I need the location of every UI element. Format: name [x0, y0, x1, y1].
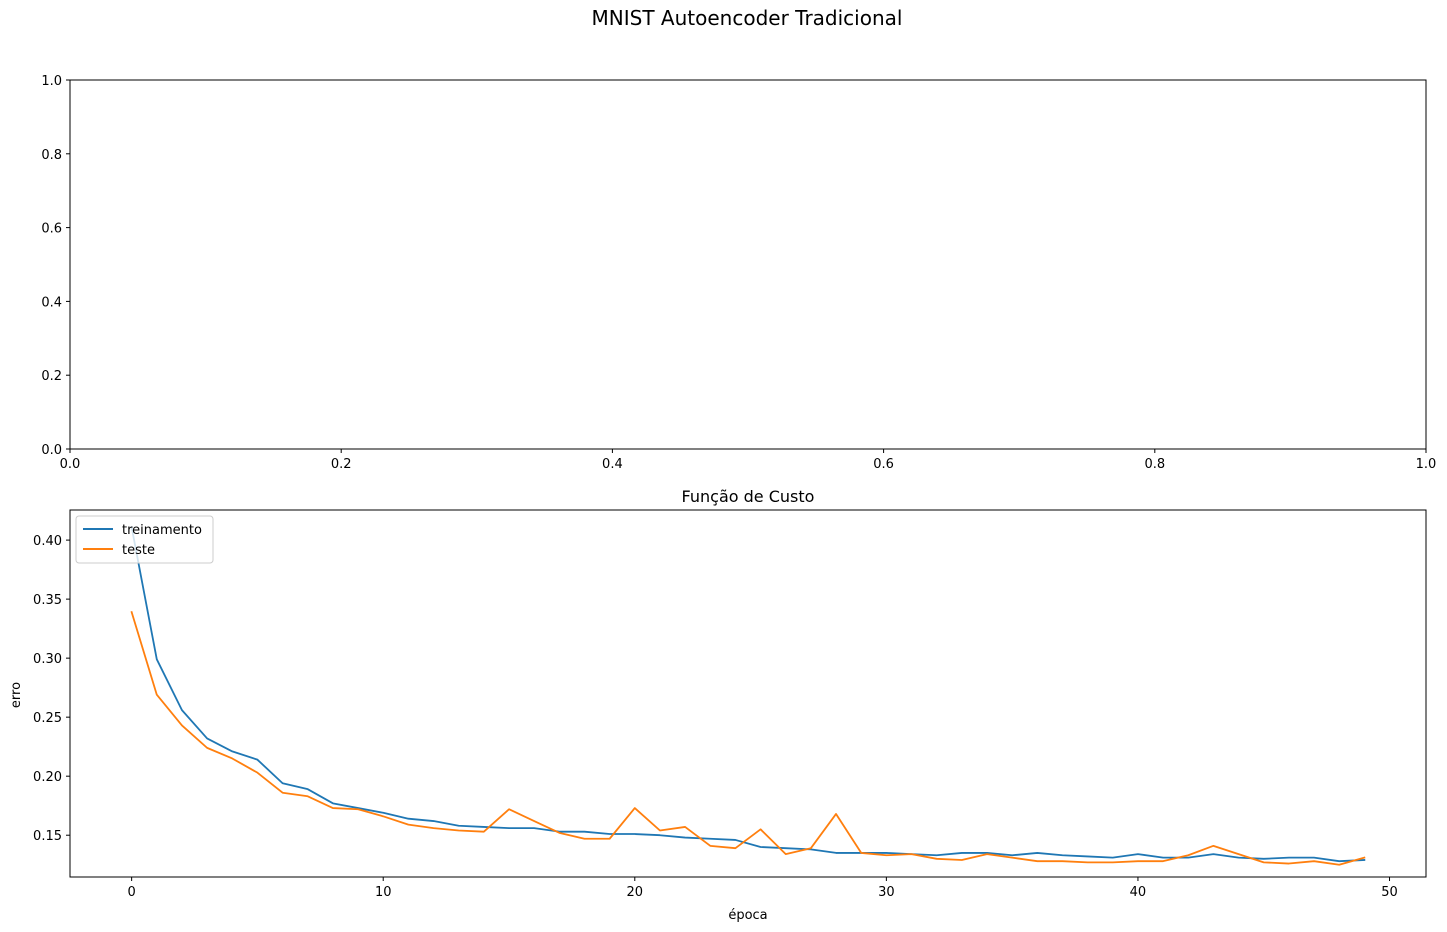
top-axes-y-ticks: 0.0 0.2 0.4 0.6 0.8 1.0 — [41, 74, 70, 458]
series-line-treinamento — [130, 526, 1366, 863]
y-tick-label: 0.40 — [33, 534, 62, 549]
x-tick-label: 40 — [1130, 885, 1147, 900]
loss-axes: Função de Custo 0 10 20 30 40 50 0.15 0.20 0.25… — [9, 487, 1427, 923]
y-tick-label: 1.0 — [41, 74, 62, 89]
loss-axes-y-ticks: 0.15 0.20 0.25 0.30 0.35 0.40 — [33, 534, 70, 844]
y-tick-label: 0.35 — [33, 593, 62, 608]
x-tick-label: 0.6 — [873, 457, 894, 472]
x-tick-label: 0.4 — [602, 457, 623, 472]
top-axes-x-ticks: 0.0 0.2 0.4 0.6 0.8 1.0 — [60, 449, 1437, 472]
y-tick-label: 0.15 — [33, 829, 62, 844]
loss-x-axis-label: época — [728, 908, 767, 923]
x-tick-label: 0.2 — [331, 457, 352, 472]
x-tick-label: 50 — [1381, 885, 1398, 900]
loss-chart-title: Função de Custo — [682, 487, 815, 506]
y-tick-label: 0.30 — [33, 652, 62, 667]
legend-box — [75, 515, 214, 564]
series-line-teste — [130, 610, 1366, 866]
x-tick-label: 0.8 — [1144, 457, 1165, 472]
loss-axes-x-ticks: 0 10 20 30 40 50 — [127, 877, 1398, 900]
y-tick-label: 0.0 — [41, 443, 62, 458]
y-tick-label: 0.4 — [41, 295, 62, 310]
top-axes-frame — [69, 79, 1427, 450]
y-tick-label: 0.8 — [41, 148, 62, 163]
loss-y-axis-label: erro — [9, 682, 24, 708]
loss-axes-frame — [69, 509, 1427, 878]
x-tick-label: 10 — [375, 885, 392, 900]
x-tick-label: 0 — [127, 885, 135, 900]
x-tick-label: 0.0 — [60, 457, 81, 472]
legend: treinamento teste — [75, 515, 214, 564]
y-tick-label: 0.2 — [41, 369, 62, 384]
legend-label-teste: teste — [122, 543, 155, 558]
loss-series-lines — [130, 526, 1366, 866]
top-axes: 0.0 0.2 0.4 0.6 0.8 1.0 0.0 0.2 0.4 0.6 0.8 1.0 — [41, 74, 1436, 472]
y-tick-label: 0.25 — [33, 711, 62, 726]
x-tick-label: 20 — [627, 885, 644, 900]
figure-suptitle: MNIST Autoencoder Tradicional — [592, 6, 903, 30]
legend-label-treinamento: treinamento — [122, 523, 202, 538]
y-tick-label: 0.20 — [33, 770, 62, 785]
x-tick-label: 30 — [878, 885, 895, 900]
y-tick-label: 0.6 — [41, 222, 62, 237]
x-tick-label: 1.0 — [1416, 457, 1437, 472]
